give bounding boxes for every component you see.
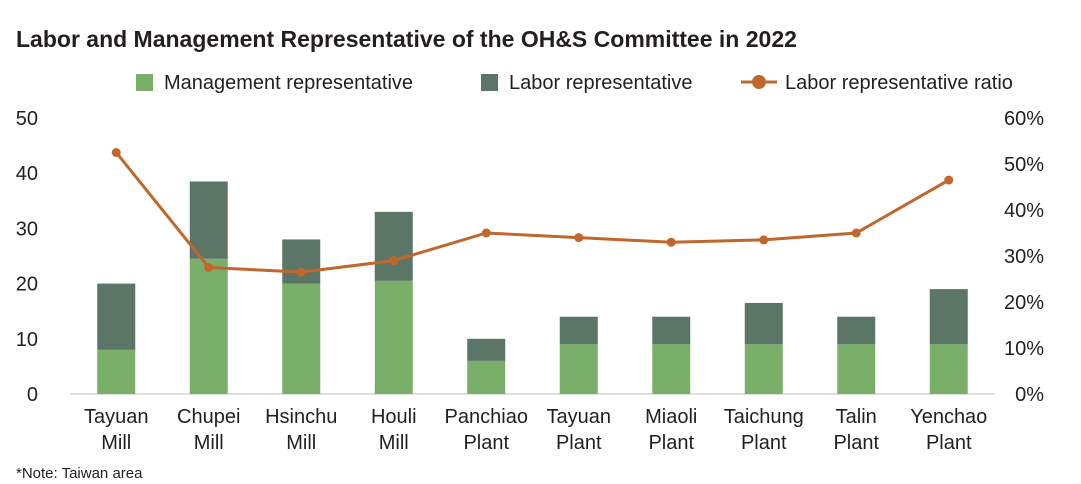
y-left-tick-label: 30 xyxy=(16,218,38,240)
bar-management xyxy=(189,258,228,394)
ratio-point xyxy=(389,256,399,266)
bar-labor xyxy=(189,181,228,259)
x-category-label: Hsinchu Mill xyxy=(265,406,337,454)
bar-management xyxy=(282,283,321,394)
bar-labor xyxy=(929,289,968,345)
legend-label: Labor representative ratio xyxy=(785,72,1013,94)
ratio-point xyxy=(204,263,214,272)
bar-management xyxy=(837,344,876,394)
legend-swatch xyxy=(136,74,153,91)
y-right-tick-label: 0% xyxy=(1015,384,1044,406)
bar-labor xyxy=(282,239,321,284)
x-category-label: Tayuan Mill xyxy=(84,406,149,454)
y-left-tick-label: 10 xyxy=(16,329,38,351)
ratio-point xyxy=(944,175,954,185)
x-category-label: Houli Mill xyxy=(371,406,417,454)
legend-marker xyxy=(752,75,766,89)
bars xyxy=(97,181,968,394)
y-left-tick-label: 0 xyxy=(27,384,38,406)
y-right-tick-label: 40% xyxy=(1004,200,1044,222)
ratio-line xyxy=(115,151,950,274)
bar-labor xyxy=(97,283,136,350)
legend-swatch xyxy=(481,74,498,91)
ratio-point xyxy=(481,228,491,238)
bar-labor xyxy=(559,316,598,345)
ratio-point xyxy=(111,148,121,157)
x-category-label: Miaoli Plant xyxy=(645,406,697,454)
y-right-tick-label: 60% xyxy=(1004,108,1044,130)
y-left-tick-label: 50 xyxy=(16,108,38,130)
x-category-label: Taichung Plant xyxy=(724,406,804,454)
x-category-label: Chupei Mill xyxy=(177,406,240,454)
bar-labor xyxy=(467,338,506,361)
bar-management xyxy=(929,344,968,394)
x-category-label: Yenchao Plant xyxy=(910,406,987,454)
bar-labor xyxy=(837,316,876,345)
legend-label: Management representative xyxy=(164,72,413,94)
bar-management xyxy=(467,360,506,394)
ratio-point xyxy=(851,228,861,238)
legend-label: Labor representative xyxy=(509,72,692,94)
y-left-tick-label: 20 xyxy=(16,274,38,296)
ratio-point xyxy=(666,237,676,247)
bar-labor xyxy=(374,211,413,281)
x-category-label: Panchiao Plant xyxy=(445,406,528,454)
y-right-tick-label: 30% xyxy=(1004,246,1044,268)
y-axis-left: 0 10 20 30 40 50 xyxy=(16,108,38,406)
y-right-tick-label: 10% xyxy=(1004,338,1044,360)
y-right-tick-label: 20% xyxy=(1004,292,1044,314)
bar-management xyxy=(652,344,691,394)
y-right-tick-label: 50% xyxy=(1004,154,1044,176)
legend: Management representative Labor represent… xyxy=(136,72,1013,94)
bar-management xyxy=(374,280,413,394)
x-axis-labels: Tayuan Mill Chupei Mill Hsinchu Mill Houli Mill… xyxy=(84,406,987,454)
bar-management xyxy=(559,344,598,394)
ratio-point xyxy=(574,233,584,243)
bar-management xyxy=(97,349,136,394)
ratio-point xyxy=(759,235,769,245)
chart-note: *Note: Taiwan area xyxy=(16,465,143,482)
ratio-point xyxy=(296,267,306,277)
bar-labor xyxy=(652,316,691,345)
bar-management xyxy=(744,344,783,394)
y-axis-right: 0% 10% 20% 30% 40% 50% 60% xyxy=(1004,108,1044,406)
ratio-line-series xyxy=(111,148,954,277)
x-category-label: Tayuan Plant xyxy=(547,406,612,454)
bar-labor xyxy=(744,302,783,345)
y-left-tick-label: 40 xyxy=(16,163,38,185)
x-category-label: Talin Plant xyxy=(833,406,879,454)
chart-title: Labor and Management Representative of t… xyxy=(16,26,797,52)
